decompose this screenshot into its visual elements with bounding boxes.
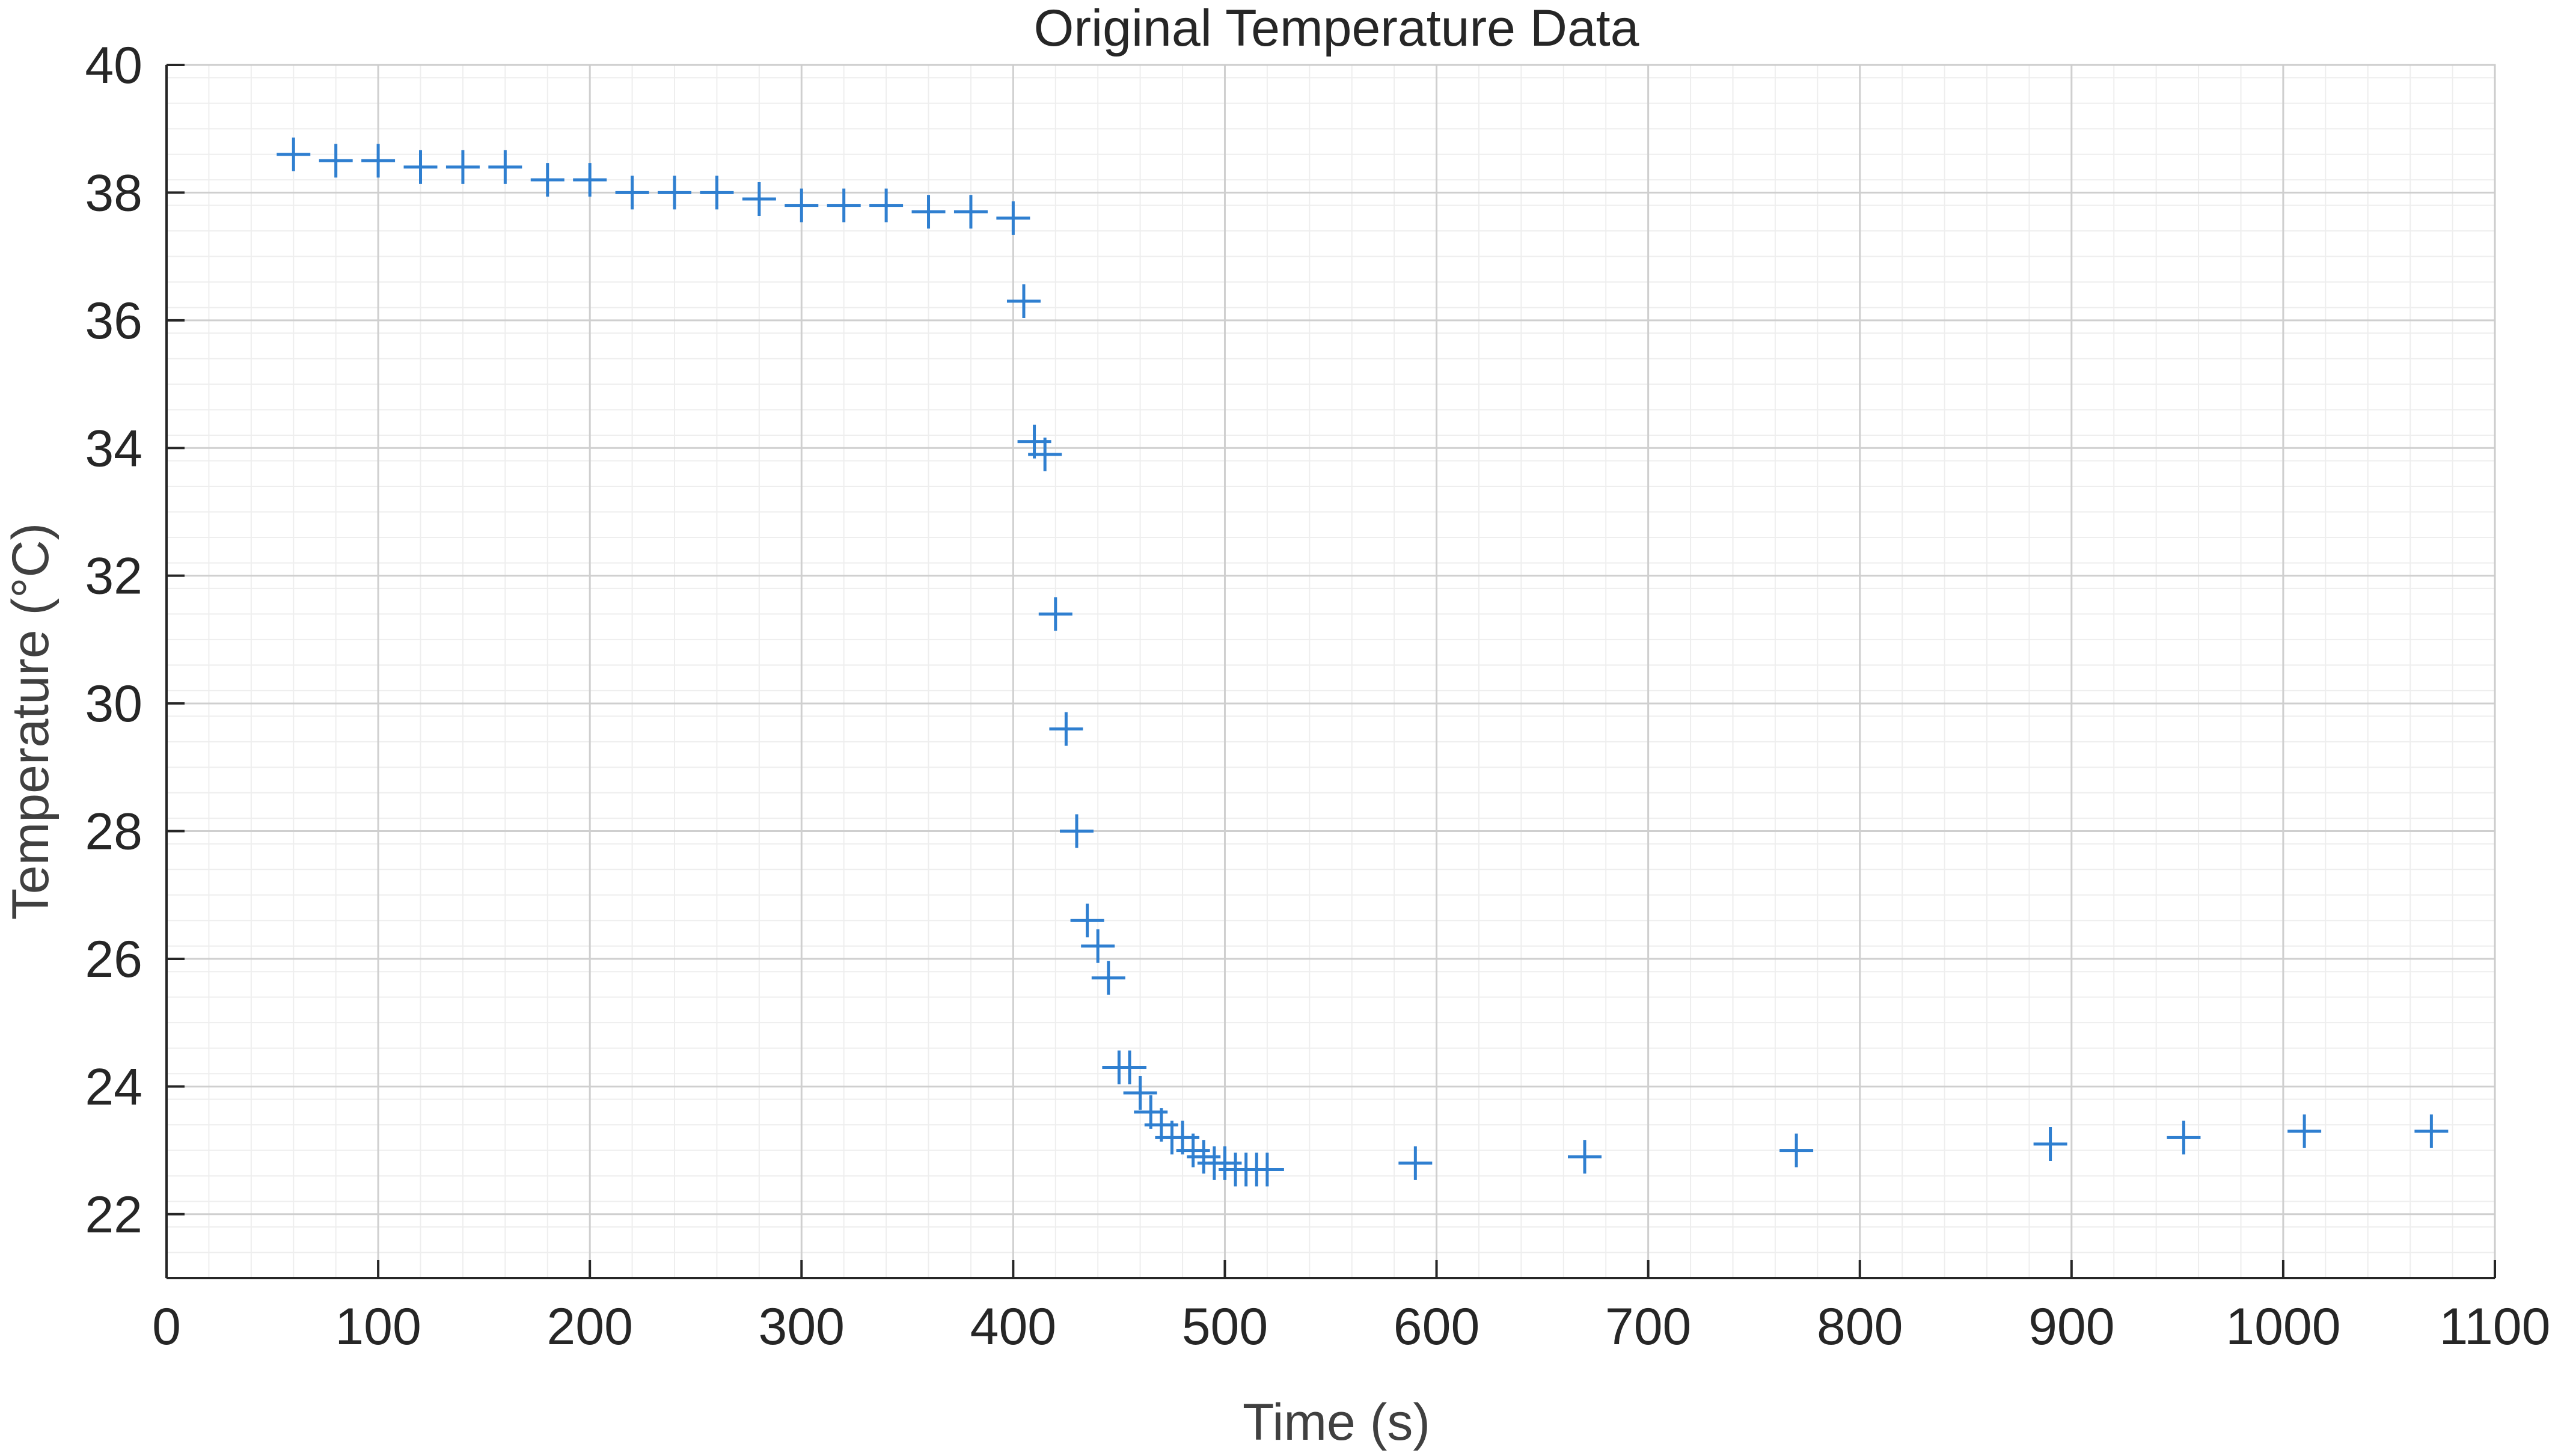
- data-point: [277, 137, 311, 171]
- y-tick-label: 40: [85, 37, 142, 94]
- data-point: [1006, 284, 1041, 318]
- data-point: [319, 144, 353, 178]
- x-tick-label: 700: [1605, 1298, 1692, 1356]
- y-axis-label: Temperature (°C): [2, 523, 60, 920]
- x-tick-label: 500: [1182, 1298, 1268, 1356]
- data-point: [953, 195, 988, 229]
- data-point: [361, 144, 396, 178]
- data-point: [573, 163, 607, 197]
- data-point: [869, 188, 904, 222]
- y-tick-label: 24: [85, 1058, 142, 1116]
- data-point: [700, 176, 734, 210]
- y-tick-label: 32: [85, 548, 142, 605]
- x-axis-label: Time (s): [1243, 1393, 1430, 1451]
- data-point: [2167, 1121, 2201, 1155]
- data-point: [1059, 814, 1094, 848]
- x-tick-label: 1100: [2440, 1298, 2551, 1356]
- x-tick-label: 0: [152, 1298, 181, 1356]
- y-tick-labels: 22 24 26 28 30 32 34 36 38 40: [85, 37, 142, 1244]
- data-point: [530, 163, 565, 197]
- data-point: [2033, 1127, 2067, 1161]
- data-point: [1113, 1050, 1147, 1084]
- chart-title: Original Temperature Data: [1033, 0, 1639, 57]
- data-point: [785, 188, 819, 222]
- y-tick-label: 30: [85, 675, 142, 733]
- y-tick-label: 26: [85, 931, 142, 988]
- data-point: [1081, 929, 1115, 963]
- data-point: [1123, 1075, 1157, 1110]
- x-tick-label: 600: [1394, 1298, 1480, 1356]
- data-markers: [277, 137, 2449, 1187]
- data-point: [403, 150, 438, 184]
- data-point: [742, 182, 776, 216]
- data-point: [1398, 1146, 1433, 1180]
- data-point: [911, 195, 946, 229]
- data-point: [1779, 1133, 1814, 1167]
- data-point: [488, 150, 522, 184]
- data-point: [658, 176, 692, 210]
- x-tick-label: 100: [335, 1298, 421, 1356]
- x-tick-labels: 0 100 200 300 400 500 600 700 800 900 1000 1100: [152, 1298, 2550, 1356]
- major-grid: [165, 64, 2496, 1278]
- axes: [165, 64, 2496, 1279]
- data-point: [996, 201, 1030, 235]
- data-point: [445, 150, 480, 184]
- data-point: [1568, 1140, 1602, 1174]
- y-tick-label: 22: [85, 1186, 142, 1244]
- x-tick-label: 200: [546, 1298, 633, 1356]
- x-tick-label: 300: [759, 1298, 845, 1356]
- y-tick-label: 34: [85, 420, 142, 477]
- plot-frame: [165, 64, 2496, 1279]
- x-tick-label: 800: [1817, 1298, 1903, 1356]
- data-point: [1049, 712, 1083, 746]
- data-point: [2287, 1114, 2322, 1148]
- y-tick-label: 38: [85, 164, 142, 222]
- data-point: [1091, 961, 1125, 995]
- data-point: [1028, 437, 1062, 471]
- y-tick-label: 28: [85, 803, 142, 861]
- data-point: [1038, 597, 1072, 631]
- minor-grid: [166, 65, 2495, 1279]
- data-point: [827, 188, 861, 222]
- data-point: [1070, 904, 1104, 938]
- x-tick-label: 400: [970, 1298, 1057, 1356]
- data-point: [2414, 1114, 2449, 1148]
- x-tick-label: 1000: [2226, 1298, 2340, 1356]
- data-point: [1250, 1152, 1284, 1187]
- y-tick-label: 36: [85, 292, 142, 350]
- x-tick-label: 900: [2028, 1298, 2115, 1356]
- data-point: [615, 176, 649, 210]
